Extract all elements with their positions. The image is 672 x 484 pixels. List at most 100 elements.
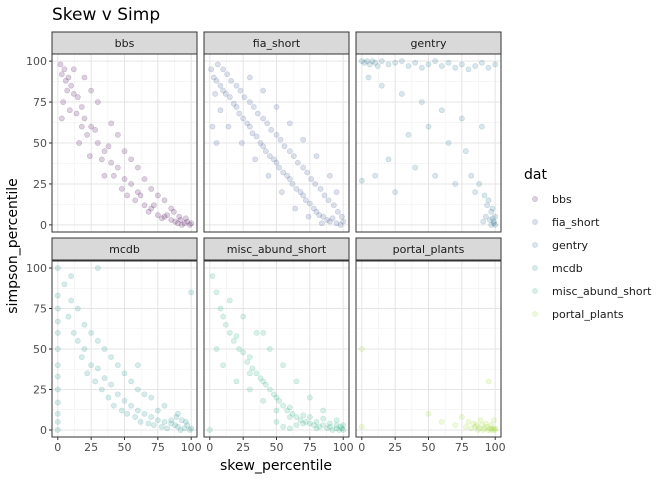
data-point-misc_abund_short: [337, 423, 344, 430]
data-point-misc_abund_short: [280, 423, 287, 430]
data-point-bbs: [70, 90, 77, 97]
data-point-bbs: [68, 82, 75, 89]
legend-label-fia_short: fia_short: [552, 216, 600, 229]
data-point-bbs: [108, 120, 115, 127]
data-point-gentry: [372, 59, 379, 66]
legend-key-fia_short: [532, 219, 538, 225]
data-point-mcdb: [137, 418, 144, 425]
data-point-fia_short: [270, 156, 277, 163]
data-point-misc_abund_short: [320, 407, 327, 414]
data-point-bbs: [128, 156, 135, 163]
facet-panel-mcdb: mcdb 0 25 50 75 100 0 25 50 75 100: [26, 237, 202, 454]
data-point-portal_plants: [488, 427, 495, 433]
data-point-bbs: [60, 99, 67, 105]
data-point-bbs: [154, 212, 161, 218]
data-point-fia_short: [228, 77, 235, 84]
data-point-mcdb: [94, 265, 101, 271]
data-point-misc_abund_short: [246, 386, 253, 393]
x-tick-label: 50: [270, 441, 284, 454]
data-point-fia_short: [246, 123, 253, 130]
data-point-mcdb: [94, 338, 101, 344]
data-point-fia_short: [286, 148, 293, 155]
data-point-fia_short: [281, 143, 288, 150]
data-point-bbs: [78, 104, 85, 110]
data-point-bbs: [174, 220, 181, 227]
data-point-bbs: [84, 131, 91, 138]
data-point-bbs: [118, 185, 125, 192]
data-point-fia_short: [320, 213, 327, 220]
chart-title: Skew v Simp: [52, 5, 160, 25]
data-point-gentry: [385, 156, 392, 163]
data-point-gentry: [365, 74, 372, 81]
data-point-gentry: [458, 115, 465, 122]
data-point-mcdb: [74, 305, 81, 312]
data-point-mcdb: [174, 423, 181, 430]
x-tick-label: 75: [151, 441, 165, 454]
data-point-misc_abund_short: [222, 321, 229, 328]
data-point-misc_abund_short: [260, 378, 267, 385]
data-point-bbs: [134, 189, 141, 196]
data-point-bbs: [73, 110, 80, 117]
data-point-fia_short: [244, 120, 251, 127]
data-point-bbs: [168, 205, 175, 212]
data-point-misc_abund_short: [326, 423, 333, 430]
data-point-portal_plants: [490, 427, 497, 433]
data-point-mcdb: [134, 362, 141, 369]
data-point-misc_abund_short: [206, 427, 213, 433]
data-point-fia_short: [220, 87, 227, 94]
data-point-fia_short: [313, 153, 320, 160]
data-point-fia_short: [294, 159, 301, 166]
data-point-gentry: [438, 107, 445, 114]
data-point-misc_abund_short: [300, 420, 307, 427]
data-point-bbs: [184, 218, 191, 225]
data-point-misc_abund_short: [313, 418, 320, 425]
data-point-misc_abund_short: [236, 346, 243, 352]
data-point-misc_abund_short: [338, 425, 345, 432]
data-point-bbs: [181, 220, 188, 227]
data-point-bbs: [188, 220, 195, 227]
data-point-fia_short: [225, 123, 232, 130]
data-point-bbs: [81, 74, 88, 81]
data-point-gentry: [465, 66, 472, 73]
data-point-misc_abund_short: [266, 346, 273, 352]
legend-key-misc_abund_short: [532, 288, 538, 294]
x-tick-label: 100: [181, 441, 202, 454]
data-point-fia_short: [312, 181, 319, 187]
data-point-bbs: [86, 153, 93, 160]
data-point-gentry: [452, 181, 459, 187]
data-point-misc_abund_short: [320, 422, 327, 429]
data-point-fia_short: [236, 110, 243, 117]
data-point-mcdb: [132, 414, 139, 420]
data-point-misc_abund_short: [240, 349, 247, 356]
data-point-misc_abund_short: [306, 420, 313, 427]
data-point-portal_plants: [489, 425, 496, 432]
data-point-mcdb: [188, 289, 195, 296]
data-point-mcdb: [65, 313, 72, 320]
data-point-gentry: [472, 189, 479, 196]
data-point-mcdb: [54, 386, 61, 393]
data-point-fia_short: [286, 120, 293, 127]
data-point-fia_short: [208, 66, 215, 73]
data-point-fia_short: [273, 131, 280, 138]
data-point-mcdb: [92, 378, 99, 385]
data-point-portal_plants: [458, 414, 465, 420]
data-point-fia_short: [340, 218, 347, 225]
data-point-misc_abund_short: [273, 394, 280, 401]
data-point-mcdb: [141, 391, 148, 398]
data-point-mcdb: [110, 402, 117, 409]
data-point-mcdb: [184, 422, 191, 429]
data-point-gentry: [490, 218, 497, 225]
data-point-misc_abund_short: [209, 273, 216, 280]
data-point-mcdb: [61, 281, 68, 288]
data-point-misc_abund_short: [233, 333, 240, 339]
data-point-bbs: [74, 94, 81, 101]
facet-strip-label: gentry: [410, 37, 447, 50]
data-point-bbs: [186, 221, 193, 228]
data-point-fia_short: [290, 153, 297, 160]
data-point-mcdb: [178, 417, 185, 424]
y-tick-label: 100: [26, 262, 47, 275]
data-point-fia_short: [292, 205, 299, 212]
data-point-mcdb: [168, 420, 175, 427]
data-point-mcdb: [54, 329, 61, 336]
data-point-fia_short: [326, 218, 333, 225]
